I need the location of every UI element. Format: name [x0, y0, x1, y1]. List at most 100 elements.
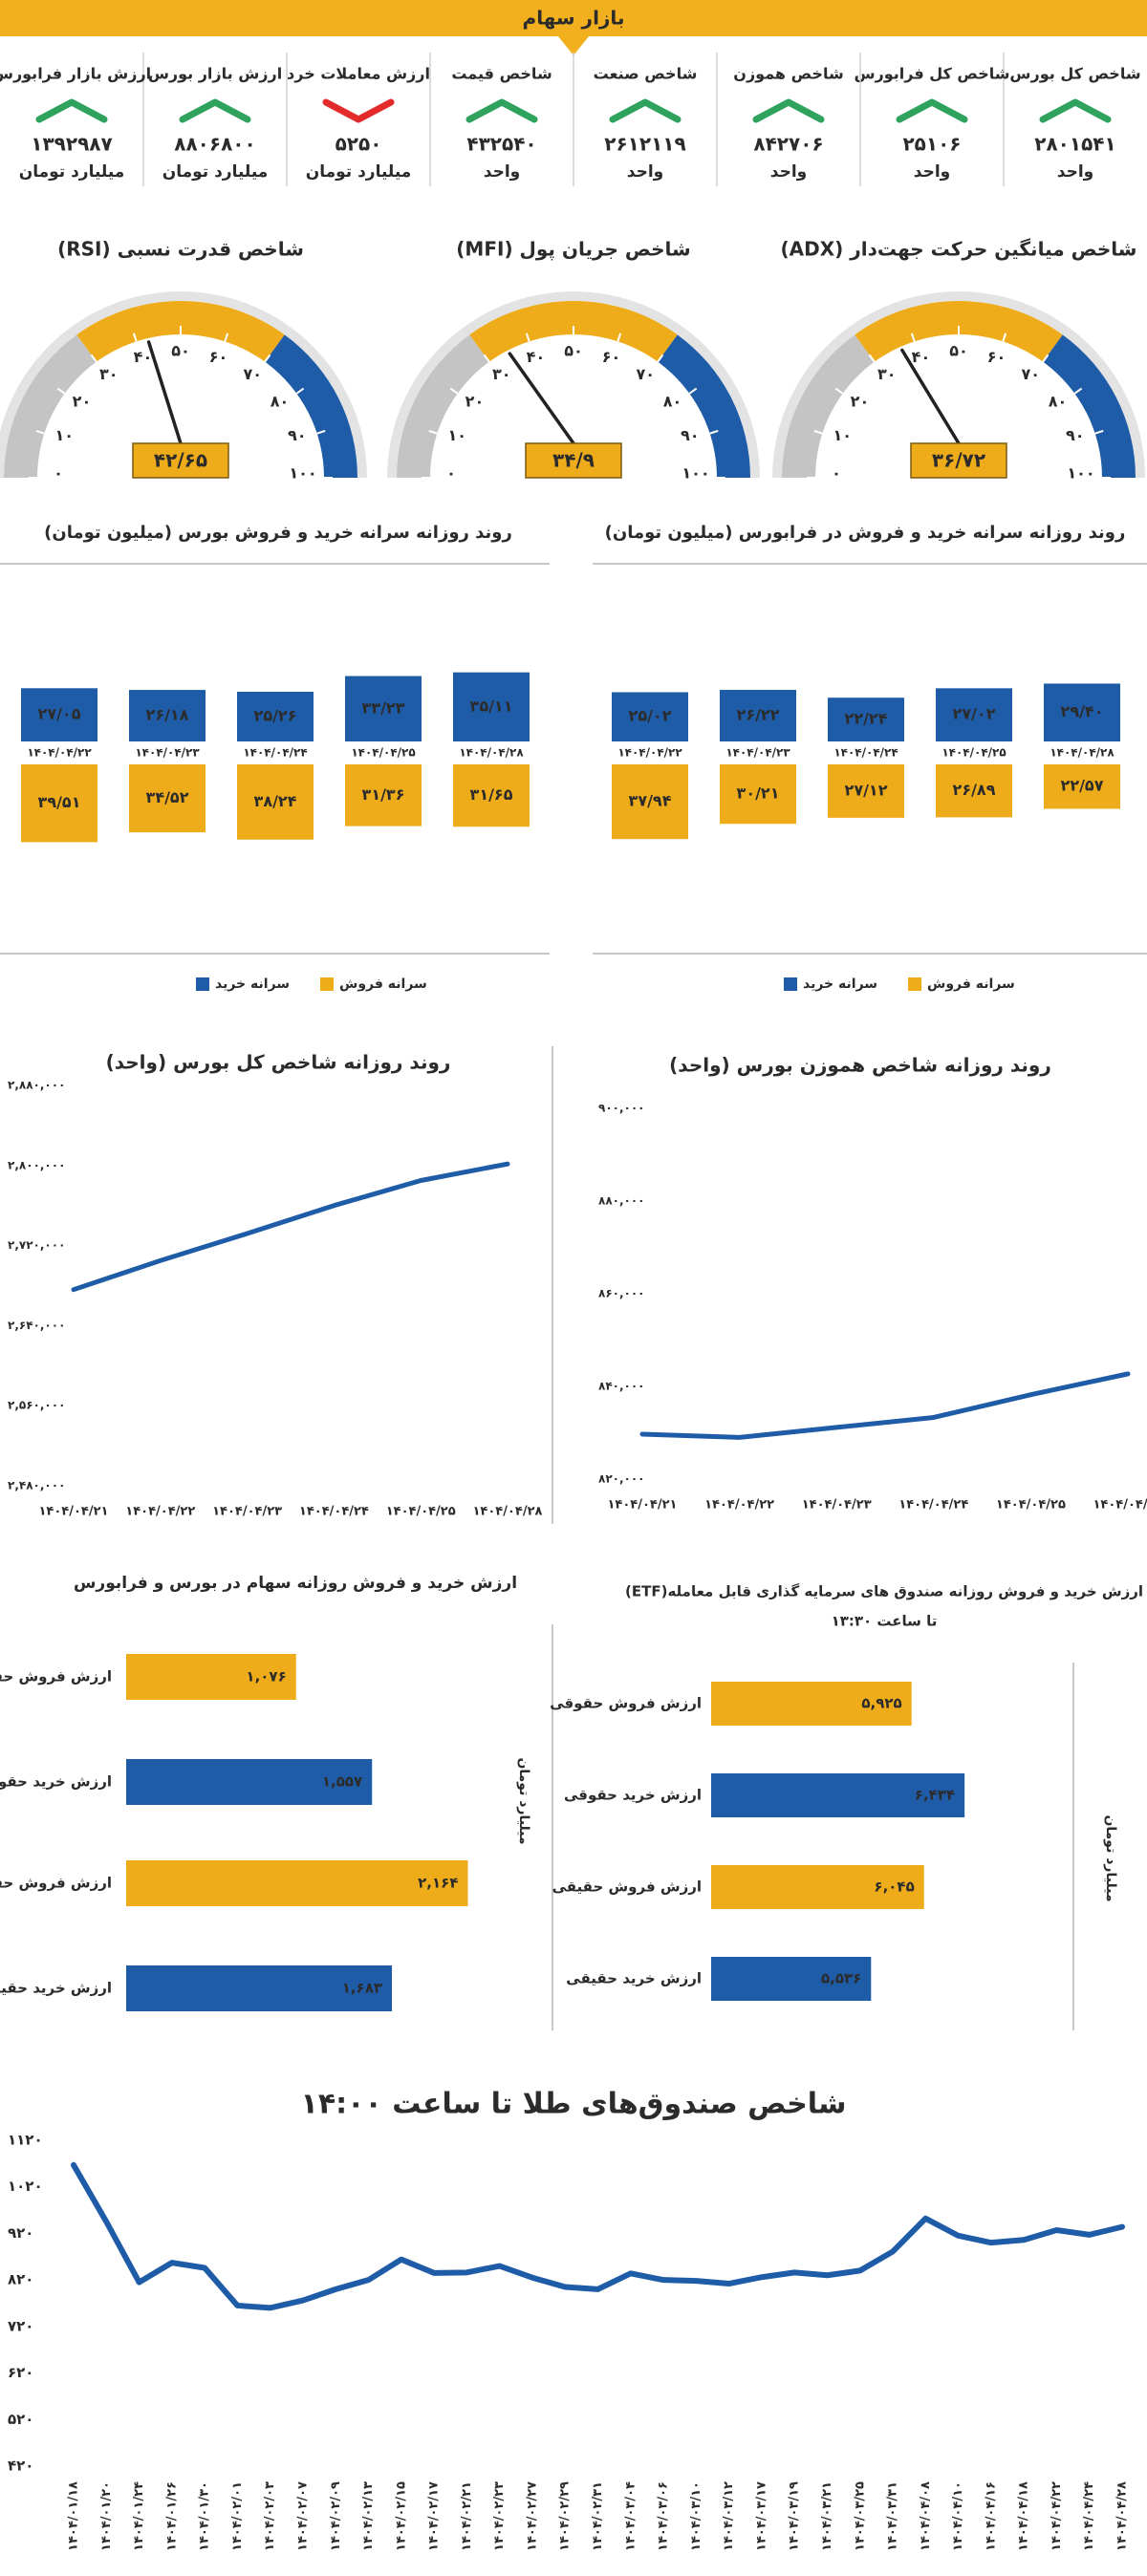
x-tick-label: ۱۴۰۴/۰۲/۲۳ [492, 2481, 507, 2551]
gauge-tick [525, 333, 530, 342]
gauge-tick-label: ۶۰ [209, 348, 228, 366]
y-tick-label: ۶۲۰ [8, 2364, 33, 2381]
indicator-unit: واحد [914, 162, 950, 182]
chart-title: شاخص صندوق‌های طلا تا ساعت ۱۴:۰۰ [301, 2088, 847, 2121]
legend-label: سرانه فروش [927, 977, 1015, 992]
x-tick-label: ۱۴۰۴/۰۲/۱۵ [394, 2481, 408, 2551]
bar [453, 672, 530, 741]
x-tick-label: ۱۴۰۴/۰۱/۱۸ [67, 2481, 81, 2551]
bar [711, 1865, 924, 1909]
y-tick-label: ۸۲۰,۰۰۰ [598, 1472, 645, 1486]
y-tick-label: ۸۸۰,۰۰۰ [598, 1194, 645, 1208]
x-tick-label: ۱۴۰۴/۰۴/۲۵ [386, 1505, 456, 1519]
indicator-unit: میلیارد تومان [19, 162, 125, 182]
gauge-tick [1002, 333, 1007, 342]
x-tick-label: ۱۴۰۴/۰۱/۲۰ [99, 2481, 114, 2551]
bar [1044, 683, 1120, 741]
header-bar [0, 0, 1147, 36]
bar [720, 764, 796, 825]
indicator-unit: واحد [1057, 162, 1093, 182]
y-tick-label: ۱۰۲۰ [8, 2178, 43, 2195]
y-tick-label: ۴۲۰ [8, 2458, 33, 2475]
y-tick-label: ۷۲۰ [8, 2317, 33, 2334]
x-tick-label: ۱۴۰۴/۰۴/۱۶ [984, 2481, 998, 2551]
line [71, 2161, 1125, 2311]
x-tick-label: ۱۴۰۴/۰۳/۰۴ [623, 2481, 638, 2551]
indicator-unit: واحد [627, 162, 663, 182]
gauge-tick-label: ۳۰ [877, 365, 897, 383]
x-tick-label: ۱۴۰۴/۰۴/۲۱ [608, 1498, 678, 1513]
chart-title: روند روزانه سرانه خرید و فروش در فرابورس… [605, 523, 1126, 543]
x-tick-label: ۱۴۰۴/۰۳/۱۰ [689, 2481, 703, 2551]
gauge-tick-label: ۲۰ [465, 392, 485, 410]
bar [936, 764, 1012, 818]
indicator-unit: میلیارد تومان [162, 162, 269, 182]
gauge-tick [90, 354, 97, 363]
gauge-band [782, 334, 875, 478]
trend-arrow [896, 98, 968, 123]
x-tick-label: ۱۴۰۴/۰۴/۲۵ [996, 1498, 1066, 1513]
x-tick-label: ۱۴۰۴/۰۲/۲۷ [525, 2481, 539, 2551]
bar [453, 764, 530, 827]
line [639, 1371, 1131, 1440]
y-tick-label: ۲,۶۴۰,۰۰۰ [8, 1319, 65, 1332]
gauge-band [4, 334, 97, 478]
gauge-tick [910, 333, 916, 342]
bar [828, 698, 904, 741]
y-tick-label: ۲,۴۸۰,۰۰۰ [8, 1479, 65, 1492]
gauge-tick [868, 354, 876, 363]
indicator-value: ۵۲۵۰ [335, 133, 382, 156]
trend-arrow [752, 98, 825, 123]
gauge-band [658, 334, 750, 478]
indicator-title: شاخص کل فرابورس [854, 65, 1009, 83]
row-label: ارزش خرید حقیقی [566, 1970, 702, 1987]
bar-value-label: ۳۷/۹۴ [629, 792, 672, 810]
gauge-needle [900, 348, 961, 445]
legend-swatch [196, 977, 209, 991]
gauge-band [397, 334, 489, 478]
y-tick-label: ۱۱۲۰ [8, 2132, 43, 2149]
bar-value-label: ۲۶/۲۲ [737, 705, 780, 723]
indicator-title: ارزش معاملات خرد [287, 65, 430, 83]
x-tick-label: ۱۴۰۴/۰۴/۲۳ [135, 746, 200, 760]
y-tick-label: ۲,۸۰۰,۰۰۰ [8, 1158, 65, 1171]
gauge-tick-label: ۱۰۰ [682, 464, 709, 483]
indicator-title: شاخص صنعت [594, 65, 698, 83]
gauge-band [1043, 334, 1136, 478]
gauge-tick-label: ۰ [54, 464, 63, 483]
gauge-needle [508, 352, 575, 445]
header-notch [558, 36, 589, 55]
bar-value-label: ۲۷/۰۵ [38, 705, 81, 723]
bar-value-label: ۱,۰۷۶ [246, 1668, 286, 1685]
row-label: ارزش خرید حقیقی [0, 1980, 112, 1997]
legend-swatch [320, 977, 334, 991]
row-label: ارزش خرید حقوقی [0, 1773, 112, 1791]
y-tick-label: ۹۰۰,۰۰۰ [598, 1102, 645, 1115]
x-tick-label: ۱۴۰۴/۰۳/۲۵ [853, 2481, 867, 2551]
x-tick-label: ۱۴۰۴/۰۴/۰۸ [919, 2481, 933, 2551]
trend-arrow [35, 98, 108, 123]
bar-value-label: ۳۰/۲۱ [737, 784, 780, 803]
gauge-tick-label: ۸۰ [663, 392, 682, 410]
legend-swatch [908, 977, 921, 991]
x-tick-label: ۱۴۰۴/۰۴/۲۱ [39, 1505, 109, 1519]
x-tick-label: ۱۴۰۴/۰۱/۲۶ [164, 2481, 179, 2551]
bar [126, 1965, 393, 2011]
indicator-value: ۱۳۹۲۹۸۷ [31, 133, 112, 156]
bar-value-label: ۲۶/۱۸ [146, 706, 189, 724]
bar [126, 1860, 468, 1906]
bar-value-label: ۳۴/۵۲ [146, 788, 189, 806]
indicator-title: شاخص کل بورس [1009, 65, 1140, 83]
x-tick-label: ۱۴۰۴/۰۲/۰۹ [329, 2481, 343, 2551]
gauge-tick-label: ۱۰۰ [289, 464, 316, 483]
bar-value-label: ۳۱/۶۵ [470, 785, 513, 804]
gauge-value-box [132, 442, 229, 479]
gauge-tick [264, 354, 271, 363]
x-tick-label: ۱۴۰۴/۰۲/۰۳ [263, 2481, 277, 2551]
gauge-tick-label: ۱۰ [54, 426, 74, 444]
bar-value-label: ۳۱/۳۶ [362, 785, 405, 804]
gauge-tick-label: ۱۰ [833, 426, 852, 444]
x-tick-label: ۱۴۰۴/۰۴/۲۲ [27, 746, 92, 760]
gauge-tick-label: ۵۰ [564, 342, 583, 360]
